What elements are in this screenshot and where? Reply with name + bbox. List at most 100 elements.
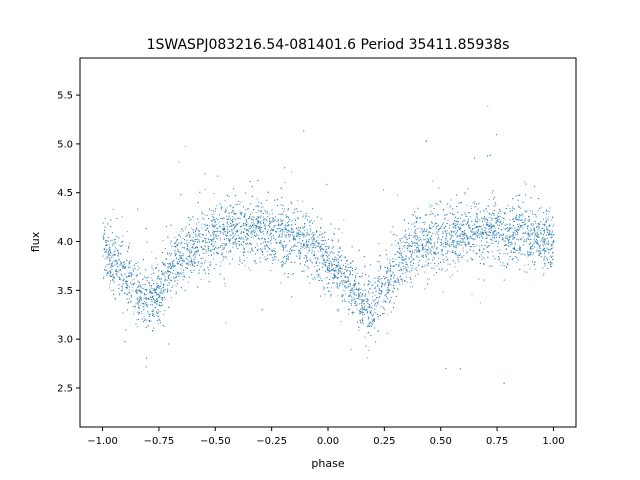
data-point [452,244,454,246]
data-point [235,237,237,239]
data-point [224,200,226,202]
data-point [131,286,133,288]
data-point [345,282,347,284]
data-point [292,239,294,241]
data-point [297,210,299,212]
data-point [165,226,167,228]
data-point [134,307,136,309]
data-point [182,279,184,281]
data-point [189,223,190,225]
data-point [328,258,330,260]
data-point [189,234,191,235]
data-point [325,248,327,250]
data-point [123,261,125,262]
data-point [358,296,359,298]
data-point [344,282,346,284]
data-point [232,206,234,208]
data-point [126,283,128,285]
data-point [277,219,279,221]
data-point [326,283,328,285]
data-point [371,302,373,304]
data-point [541,238,543,240]
data-point [151,309,153,311]
data-point [216,248,218,250]
data-point [387,333,388,334]
data-point [249,269,251,271]
data-point [232,219,233,220]
data-point [512,233,513,235]
data-point [282,261,284,263]
data-point [163,263,165,265]
data-point [284,234,286,236]
data-point [153,298,154,300]
data-point [491,251,493,253]
data-point [367,318,369,320]
data-point [330,262,332,264]
data-point [149,289,151,291]
data-point [492,212,493,214]
data-point [530,223,532,225]
data-point [427,232,429,234]
data-point [319,276,321,278]
data-point [456,236,458,238]
data-point [274,247,276,249]
data-point [517,195,519,196]
data-point [302,200,304,202]
data-point [120,245,122,247]
data-point [313,220,315,222]
data-point [198,233,200,235]
data-point [250,213,251,215]
data-point [358,329,360,331]
data-point [382,313,384,315]
data-point [120,290,122,292]
data-point [430,227,431,229]
data-point [223,248,225,250]
data-point [264,211,266,213]
data-point [454,246,456,248]
data-point [281,220,283,222]
data-point [490,214,492,216]
data-point [146,276,148,278]
data-point [216,253,218,255]
data-point [373,319,375,321]
data-point [487,251,489,252]
data-point [553,240,555,242]
data-point [285,258,287,260]
data-point [437,253,439,255]
data-point [248,231,250,233]
data-point [553,223,555,225]
data-point [358,249,360,251]
data-point [171,245,173,247]
data-point [368,316,369,318]
data-point [269,223,270,225]
data-point [460,223,462,225]
data-point [508,259,510,261]
data-point [421,244,423,246]
data-point [462,236,464,238]
data-point [305,247,307,248]
data-point [542,250,544,252]
data-point [191,227,193,229]
data-point [486,234,488,236]
data-point [213,193,215,194]
data-point [514,242,516,244]
data-point [232,232,234,234]
data-point [291,171,293,173]
data-point [537,247,539,249]
data-point [455,245,457,247]
data-point [246,257,248,259]
data-point [285,225,287,227]
data-point [110,263,112,265]
data-point [145,305,147,306]
data-point [224,283,226,285]
data-point [221,205,223,207]
data-point [465,234,467,236]
data-point [494,240,496,242]
data-point [279,231,281,233]
data-point [150,273,152,275]
data-point [317,258,319,260]
data-point [457,241,459,242]
data-point [547,230,548,232]
data-point [188,281,189,283]
data-point [507,262,509,264]
